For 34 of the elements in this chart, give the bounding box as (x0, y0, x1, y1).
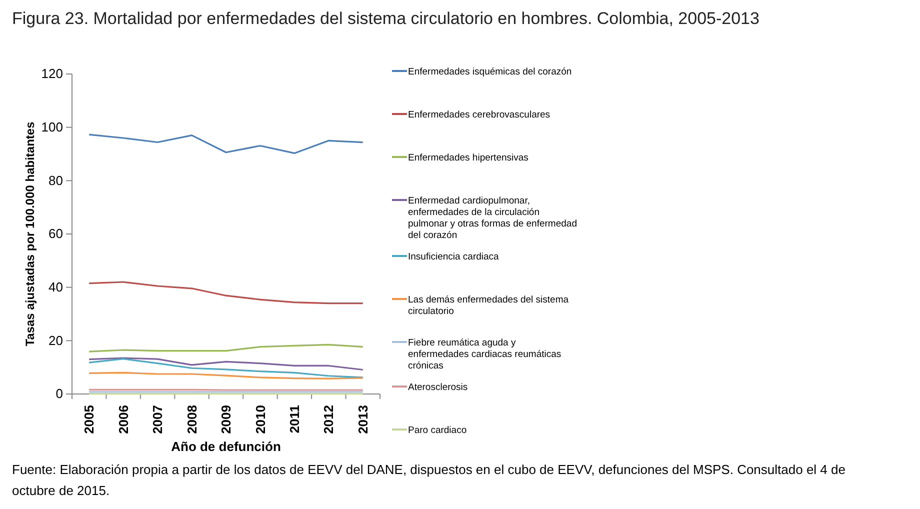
line-series (88, 134, 364, 154)
x-tick-label: 2012 (321, 405, 336, 434)
y-tick-label: 60 (48, 226, 63, 242)
y-tick-label: 80 (48, 172, 63, 188)
line-series (88, 281, 364, 304)
x-tick-label: 2011 (286, 405, 302, 434)
legend-label: Enfermedades cerebrovasculares (408, 110, 550, 120)
chart-title: Figura 23. Mortalidad por enfermedades del sistema circulatorio en hombres. Colombia, 2005-2013 (12, 9, 760, 28)
x-tick-label: 2013 (355, 405, 370, 434)
y-axis-title: Tasas ajustadas por 100.000 habitantes (23, 121, 37, 346)
line-series (88, 344, 364, 352)
legend-label: Fiebre reumática aguda y enfermedades cardiacas reumáticas crónicas (408, 338, 562, 372)
y-tick-label: 120 (41, 66, 63, 82)
x-axis-title: Año de defunción (171, 439, 281, 454)
legend-label: Paro cardiaco (408, 425, 467, 436)
legend-label: Enfermedades isquémicas del corazón (408, 66, 572, 78)
line-series (88, 357, 364, 371)
x-tick-label: 2010 (252, 405, 268, 434)
x-tick-label: 2009 (218, 405, 234, 434)
legend-label: Enfermedad cardiopulmonar, enfermedades de la circulación pulmonar y otras formas de enfermedad del corazón (408, 196, 577, 241)
x-tick-label: 2008 (184, 405, 200, 434)
line-series (88, 358, 364, 378)
x-tick-label: 2007 (150, 405, 166, 434)
legend-label: Insuficiencia cardiaca (408, 252, 500, 262)
legend-label: Aterosclerosis (408, 382, 468, 393)
y-tick-label: 100 (41, 119, 63, 134)
source-note: Fuente: Elaboración propia a partir de los datos de EEVV del DANE, dispuestos en el cubo de EEVV, defunciones del MSPS. Consultado el 4 de octubre de 2015. (12, 462, 846, 498)
y-tick-label: 20 (48, 332, 63, 348)
legend-label: Enfermedades hipertensivas (408, 152, 529, 164)
y-tick-label: 0 (56, 386, 63, 402)
x-tick-label: 2005 (82, 405, 97, 434)
x-tick-label: 2006 (116, 405, 131, 434)
legend-label: Las demás enfermedades del sistema circulatorio (408, 294, 570, 317)
y-tick-label: 40 (48, 279, 63, 294)
